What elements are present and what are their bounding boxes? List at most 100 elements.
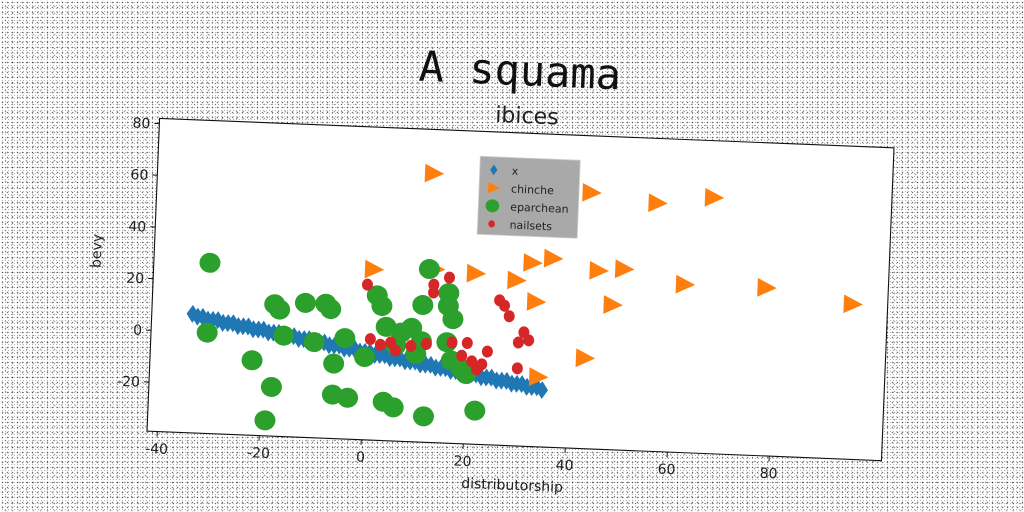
data-point [589,260,609,280]
data-point [528,367,549,386]
data-point [257,320,270,339]
data-point [273,325,295,346]
data-point [461,337,473,350]
data-point [843,294,863,314]
y-tick-label: 80 [132,115,150,132]
data-point [196,307,209,326]
data-point [481,345,493,358]
x-axis: -40 -20 0 20 40 60 80 [145,431,778,482]
data-point [334,328,356,349]
y-axis: -20 0 20 40 60 80 [117,115,160,391]
data-point [456,349,468,362]
data-point [675,274,696,294]
data-point [424,163,445,183]
data-point [361,278,373,291]
data-point [364,259,385,279]
x-tick-label: -40 [145,441,168,458]
legend-marker [487,182,500,194]
data-point [507,270,527,290]
y-tick-label: -20 [117,374,140,391]
data-point [354,347,376,368]
data-point [323,353,345,374]
data-point [603,295,623,314]
data-point [485,368,498,387]
data-point [515,375,528,394]
data-point [269,299,291,320]
legend-marker [485,199,500,213]
x-axis-label: distributorship [461,476,563,496]
data-point [531,378,544,397]
data-point [424,355,437,374]
data-point [476,358,488,371]
data-point [199,252,221,273]
series-nailsets [361,271,535,376]
data-point [389,344,401,357]
x-tick-label: 40 [555,458,573,475]
data-point [512,336,524,349]
data-point [446,336,458,349]
legend-label: eparchean [510,201,569,216]
data-point [374,338,386,351]
data-point [260,376,282,397]
y-axis-label: bevy [89,234,106,269]
data-point [523,334,535,347]
data-point [294,292,316,313]
data-point [320,299,342,320]
data-point [466,263,487,283]
data-point [757,278,777,297]
data-point [364,333,376,346]
data-point [303,332,325,353]
data-point [227,314,240,333]
data-point [371,295,393,316]
y-tick-label: 0 [133,323,143,339]
x-tick-label: 20 [453,453,471,470]
data-point [348,339,361,358]
data-point [526,292,547,311]
data-point [418,259,440,280]
data-point [536,381,549,400]
legend-label: chinche [511,183,555,198]
data-point [499,299,511,312]
data-point [254,410,276,431]
data-point [428,278,440,291]
data-point [412,406,434,427]
data-point [241,350,263,371]
series-chinche [364,163,863,386]
data-point [614,259,635,279]
data-point [420,337,432,350]
legend-marker [490,164,498,176]
data-point [582,182,602,202]
data-point [337,387,359,408]
data-point [442,309,464,330]
data-point [511,362,523,375]
data-point [405,339,417,352]
x-tick-label: 80 [759,466,777,483]
chart-title: ibices [495,103,559,131]
data-point [704,187,725,207]
x-tick-label: 60 [657,462,675,479]
legend-box [476,155,581,239]
data-point [500,371,513,390]
legend-label: x [512,165,520,178]
data-point [242,317,255,336]
y-tick-label: 40 [128,219,146,236]
legend: x chinche eparchean nailsets [476,155,581,239]
x-tick-label: -20 [247,445,270,462]
y-tick-label: 60 [130,167,148,184]
data-point [211,311,224,330]
data-point [412,295,434,316]
data-point [196,322,218,343]
legend-marker [488,220,495,228]
data-point [186,304,199,323]
data-point [503,310,515,323]
y-tick-label: 20 [126,271,144,288]
data-point [443,271,455,284]
data-point [464,400,486,421]
data-point [382,397,404,418]
data-point [394,349,407,368]
data-point [543,248,564,268]
marks-layer [186,163,863,431]
data-point [648,193,668,213]
legend-label: nailsets [509,219,552,234]
